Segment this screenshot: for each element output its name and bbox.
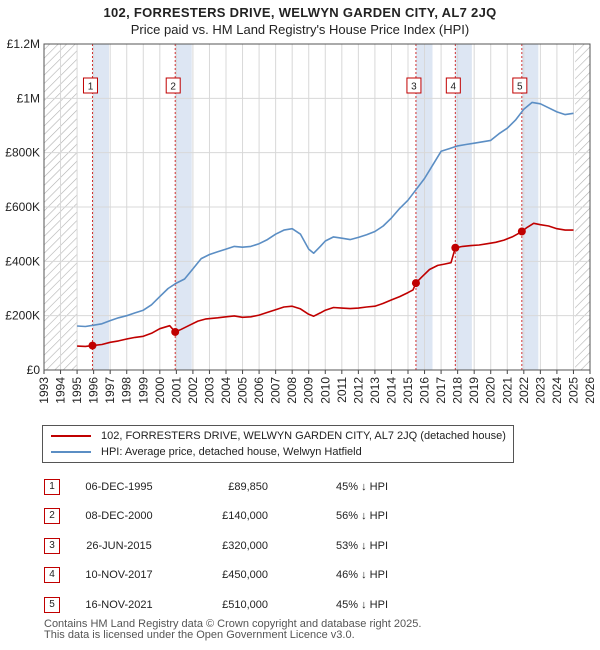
transaction-label-box [512,77,528,94]
x-tick-label: 2018 [451,377,465,404]
table-row: 5 16-NOV-2021 £510,000 45% ↓ HPI [42,590,388,620]
transaction-date: 10-NOV-2017 [85,569,153,582]
x-tick-label: 2017 [434,377,448,404]
chart-legend: 102, FORRESTERS DRIVE, WELWYN GARDEN CIT… [42,425,514,463]
transaction-date: 16-NOV-2021 [85,598,153,611]
transaction-price: £89,850 [228,480,268,493]
transaction-date: 06-DEC-1995 [85,480,153,493]
x-tick-label: 2020 [484,377,498,404]
x-tick-label: 2012 [351,377,365,404]
x-tick-label: 1999 [136,377,150,404]
table-row: 3 26-JUN-2015 £320,000 53% ↓ HPI [42,531,388,561]
x-tick-label: 2025 [566,377,580,404]
transaction-date: 08-DEC-2000 [85,510,153,523]
x-tick-label: 1998 [120,377,134,404]
x-tick-label: 2001 [169,377,183,404]
x-tick-label: 2021 [500,377,514,404]
x-tick-label: 2022 [517,377,531,404]
transaction-label-box [406,77,422,94]
legend-label-hpi: HPI: Average price, detached house, Welw… [101,446,362,458]
transaction-label: 5 [517,82,523,93]
x-tick-label: 1996 [87,377,101,404]
transactions-table: 1 06-DEC-1995 £89,850 45% ↓ HPI 2 08-DEC… [42,472,388,620]
transaction-price: £140,000 [222,510,268,523]
transaction-label: 4 [451,82,457,93]
chart-title: 102, FORRESTERS DRIVE, WELWYN GARDEN CIT… [0,4,600,38]
series-line [77,101,574,328]
x-tick-label: 2019 [467,377,481,404]
transaction-hpi-diff: 45% ↓ HPI [336,598,388,611]
x-tick-label: 2024 [550,377,564,404]
legend-item-hpi: HPI: Average price, detached house, Welw… [51,444,362,460]
transaction-point [88,341,97,350]
transaction-hpi-diff: 56% ↓ HPI [336,510,388,523]
title-subtitle: Price paid vs. HM Land Registry's House … [130,22,470,37]
x-tick-label: 2015 [401,377,415,404]
transaction-label: 2 [170,82,176,93]
plot-border [43,43,591,371]
title-address: 102, FORRESTERS DRIVE, WELWYN GARDEN CIT… [103,5,497,20]
y-tick-label: £400K [5,254,40,268]
transaction-number-badge: 4 [44,567,60,584]
y-tick-label: £800K [5,146,40,160]
transaction-hpi-diff: 53% ↓ HPI [336,539,388,552]
x-tick-label: 2007 [269,377,283,404]
x-tick-label: 2023 [533,377,547,404]
transaction-price: £320,000 [222,539,268,552]
transaction-label-box [82,77,98,94]
x-tick-label: 1994 [54,377,68,404]
series-line [77,222,574,348]
x-tick-label: 2013 [368,377,382,404]
x-tick-label: 2009 [302,377,316,404]
x-tick-label: 2010 [318,377,332,404]
x-tick-label: 2026 [583,377,597,404]
x-tick-label: 2000 [153,377,167,404]
footer-copyright: Contains HM Land Registry data © Crown c… [44,618,422,630]
y-tick-label: £600K [5,200,40,214]
x-tick-label: 2014 [384,377,398,404]
x-tick-label: 2008 [285,377,299,404]
transaction-hpi-diff: 45% ↓ HPI [336,480,388,493]
transaction-label: 1 [88,82,94,93]
x-tick-label: 2004 [219,377,233,404]
transaction-hpi-diff: 46% ↓ HPI [336,569,388,582]
y-tick-label: £1.2M [7,37,40,51]
footer-licence: This data is licensed under the Open Gov… [44,629,355,641]
transaction-point [171,327,180,336]
table-row: 4 10-NOV-2017 £450,000 46% ↓ HPI [42,561,388,591]
x-tick-label: 2011 [335,377,349,403]
table-row: 1 06-DEC-1995 £89,850 45% ↓ HPI [42,472,388,502]
transaction-number-badge: 3 [44,537,60,554]
transaction-price: £510,000 [222,598,268,611]
transaction-price: £450,000 [222,569,268,582]
legend-item-property: 102, FORRESTERS DRIVE, WELWYN GARDEN CIT… [51,428,506,444]
legend-label-property: 102, FORRESTERS DRIVE, WELWYN GARDEN CIT… [101,430,506,442]
x-tick-label: 1995 [70,377,84,404]
legend-swatch-hpi [51,451,91,453]
x-tick-label: 2002 [186,377,200,404]
x-tick-label: 2003 [202,377,216,404]
transaction-label-box [165,77,181,94]
x-tick-label: 1993 [37,377,51,404]
x-tick-label: 1997 [103,377,117,404]
x-tick-label: 2016 [418,377,432,404]
y-tick-label: £0 [27,363,41,377]
transaction-number-badge: 5 [44,596,60,613]
transaction-label-box [445,77,461,94]
footer-attribution: Contains HM Land Registry data © Crown c… [44,619,421,641]
transaction-point [411,279,420,288]
transaction-point [517,227,526,236]
legend-swatch-property [51,435,91,437]
table-row: 2 08-DEC-2000 £140,000 56% ↓ HPI [42,502,388,532]
transaction-date: 26-JUN-2015 [86,539,152,552]
transaction-point [451,243,460,252]
x-tick-label: 2005 [236,377,250,404]
transaction-number-badge: 2 [44,508,60,525]
x-tick-label: 2006 [252,377,266,404]
y-tick-label: £1M [17,91,40,105]
transaction-number-badge: 1 [44,478,60,495]
y-tick-label: £200K [5,309,40,323]
transaction-label: 3 [411,82,417,93]
